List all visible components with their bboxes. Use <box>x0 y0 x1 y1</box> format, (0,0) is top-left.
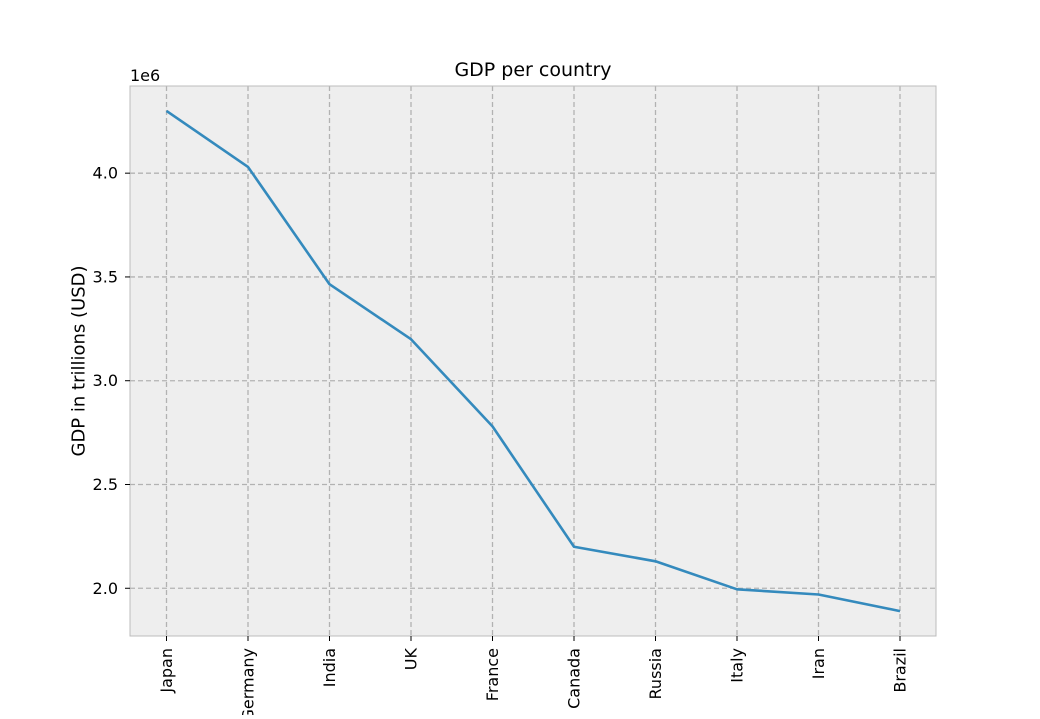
chart-title: GDP per country <box>454 59 611 81</box>
x-axis: Japan Germany India UK France Canada Russia Ita… <box>157 636 910 719</box>
x-tick-label: Germany <box>239 648 258 715</box>
x-tick-label: India <box>320 648 339 687</box>
plot-frame <box>129 85 937 637</box>
x-tick-label: Iran <box>809 648 828 679</box>
y-tick-label: 3.0 <box>93 371 118 390</box>
series-line <box>165 109 901 613</box>
y-tick-label: 2.5 <box>93 475 118 494</box>
x-tick-label: France <box>483 648 502 701</box>
x-tick-label: Japan <box>157 648 176 694</box>
x-tick-label: Canada <box>565 648 584 709</box>
y-axis-offset-label: 1e6 <box>130 66 160 85</box>
y-tick-label: 2.0 <box>93 579 118 598</box>
series-layer <box>165 109 901 613</box>
x-tick-label: Brazil <box>891 648 910 693</box>
x-tick-label: UK <box>402 647 421 670</box>
x-tick-label: Russia <box>646 648 665 699</box>
y-axis: 2.0 2.5 3.0 3.5 4.0 <box>93 164 130 598</box>
y-axis-label: GDP in trillions (USD) <box>69 265 90 456</box>
plot-area <box>130 86 936 636</box>
y-tick-label: 3.5 <box>93 267 118 286</box>
y-tick-label: 4.0 <box>93 164 118 183</box>
x-tick-label: Italy <box>728 648 747 683</box>
